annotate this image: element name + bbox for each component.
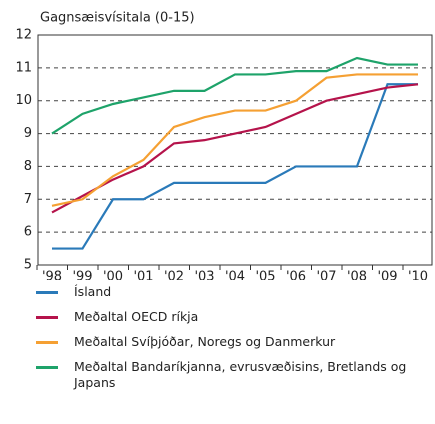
legend-label: Meðaltal Bandaríkjanna, evrusvæðisins, B… bbox=[74, 359, 407, 390]
y-tick-label: 5 bbox=[24, 258, 32, 273]
y-tick-label: 12 bbox=[15, 28, 32, 43]
x-tick-label: '01 bbox=[133, 270, 153, 281]
plot-frame bbox=[37, 34, 433, 266]
legend-label: Meðaltal Svíþjóðar, Noregs og Danmerkur bbox=[74, 334, 336, 349]
legend-item: Ísland bbox=[30, 284, 420, 300]
legend: Ísland Meðaltal OECD ríkja Meðaltal Svíþjó… bbox=[30, 284, 420, 400]
legend-item: Meðaltal Bandaríkjanna, evrusvæðisins, B… bbox=[30, 359, 420, 391]
legend-item: Meðaltal OECD ríkja bbox=[30, 309, 420, 325]
x-tick-label: '00 bbox=[103, 270, 123, 281]
x-tick-label: '03 bbox=[194, 270, 214, 281]
y-tick-label: 8 bbox=[24, 159, 32, 174]
y-tick-label: 10 bbox=[15, 93, 32, 108]
series-line bbox=[52, 83, 418, 250]
legend-swatch bbox=[36, 366, 58, 369]
series-line bbox=[51, 83, 419, 214]
x-tick-label: '02 bbox=[164, 270, 184, 281]
legend-item: Meðaltal Svíþjóðar, Noregs og Danmerkur bbox=[30, 334, 420, 350]
y-tick-label: 6 bbox=[24, 225, 32, 240]
legend-label: Ísland bbox=[74, 284, 112, 299]
x-tick-label: '08 bbox=[347, 270, 367, 281]
y-axis-label: Gagnsæisvísitala (0-15) bbox=[40, 11, 195, 26]
legend-swatch bbox=[36, 341, 58, 344]
series-line bbox=[51, 73, 418, 207]
legend-swatch bbox=[36, 291, 58, 294]
series-line bbox=[51, 56, 418, 135]
legend-label: Meðaltal OECD ríkja bbox=[74, 309, 199, 324]
x-tick-label: '99 bbox=[72, 270, 92, 281]
x-tick-label: '04 bbox=[225, 270, 245, 281]
y-tick-label: 7 bbox=[24, 192, 32, 207]
y-tick-label: 9 bbox=[24, 126, 32, 141]
x-tick-label: '07 bbox=[316, 270, 336, 281]
x-tick-label: '09 bbox=[377, 270, 397, 281]
x-tick-label: '10 bbox=[408, 270, 428, 281]
x-tick-label: '98 bbox=[42, 270, 62, 281]
chart: Gagnsæisvísitala (0-15) 5 6 7 8 9 10 11 12 '98 '9… bbox=[15, 11, 433, 285]
x-tick-label: '05 bbox=[255, 270, 275, 281]
x-tick-label: '06 bbox=[286, 270, 306, 281]
y-tick-label: 11 bbox=[15, 60, 32, 75]
legend-swatch bbox=[36, 316, 58, 319]
